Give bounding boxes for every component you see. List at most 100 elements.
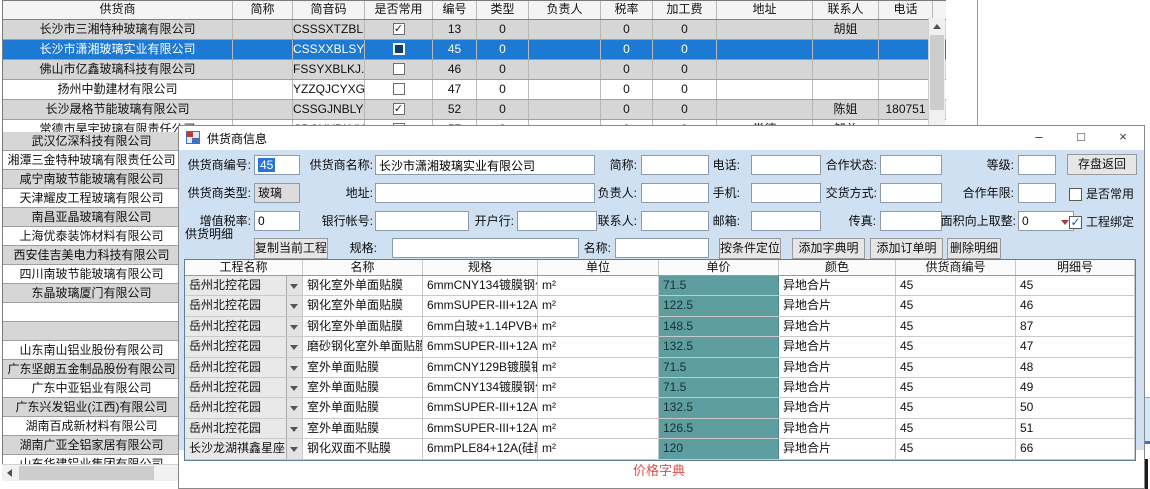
maximize-button[interactable]: □ [1077, 129, 1085, 144]
detail-row[interactable]: 长沙龙湖祺鑫星座 钢化双面不贴膜6mmPLE84+12A(硅酮胶..m²120异地… [185, 439, 1135, 460]
project-binding-checkbox[interactable]: 工程绑定 [1069, 213, 1134, 231]
supplier-list-item[interactable]: 南昌亚晶玻璃有限公司 [3, 208, 180, 227]
delete-detail-button[interactable]: 删除明细 [947, 238, 1001, 259]
supplier-row[interactable]: 长沙晟格节能玻璃有限公司CSSGJNBLYXGS52000陈姐180751 [3, 100, 946, 120]
detail-column-header[interactable]: 明细号 [1016, 260, 1135, 275]
column-header[interactable]: 编号 [433, 1, 477, 19]
checkbox-checked-icon[interactable] [392, 102, 405, 115]
column-header[interactable]: 是否常用 [365, 1, 433, 19]
supplier-list-item[interactable]: 东晶玻璃厦门有限公司 [3, 284, 180, 303]
project-name-combobox[interactable]: 岳州北控花园 [185, 398, 303, 418]
contact-input[interactable] [641, 211, 709, 231]
supplier-list-item[interactable]: 湘潭三金特种玻璃有限责任公司 [3, 151, 180, 170]
supplier-row[interactable]: 扬州中勤建材有限公司YZZQJCYXGS47000 [3, 80, 946, 100]
supplier-list-item[interactable]: 咸宁南玻节能玻璃有限公司 [3, 170, 180, 189]
detail-column-header[interactable]: 名称 [303, 260, 423, 275]
column-header[interactable]: 简音码 [293, 1, 365, 19]
detail-row[interactable]: 岳州北控花园 室外单面贴膜 6mmCNY134镀膜钢化 m² 71.5 异地合片 45 49 [185, 377, 1135, 399]
phone-input[interactable] [751, 155, 821, 175]
checkbox-checked-icon[interactable] [392, 22, 405, 35]
supplier-row[interactable]: 佛山市亿鑫玻璃科技有限公司 FSSYXBLKJ.. 46 0 0 0 [3, 60, 946, 80]
close-button[interactable]: × [1119, 129, 1127, 144]
chevron-down-icon[interactable] [286, 337, 302, 357]
detail-row[interactable]: 岳州北控花园 室外单面贴膜6mmSUPER-III+12A(硅..m²126.5异… [185, 418, 1135, 440]
project-name-combobox[interactable]: 岳州北控花园 [185, 276, 303, 296]
detail-row[interactable]: 岳州北控花园 钢化室外单面贴膜6mm白玻+1.14PVB+6mm..m²148.5… [185, 316, 1135, 338]
supplier-list-item[interactable]: 天津耀皮工程玻璃有限公司 [3, 189, 180, 208]
email-input[interactable] [751, 211, 821, 231]
column-header[interactable]: 简称 [233, 1, 293, 19]
project-name-combobox[interactable]: 岳州北控花园 [185, 357, 303, 377]
address-input[interactable] [375, 183, 595, 203]
horizontal-scrollbar-thumb[interactable] [19, 466, 154, 480]
detail-row[interactable]: 岳州北控花园 磨砂钢化室外单面贴膜6mmSUPER-III+12A(硅..m²13… [185, 337, 1135, 358]
minimize-button[interactable]: – [1035, 129, 1043, 144]
supplier-name-input[interactable] [375, 155, 595, 175]
supplier-list-item[interactable]: 湖南百成新材料有限公司 [3, 417, 180, 436]
mobile-input[interactable] [751, 183, 821, 203]
detail-column-header[interactable]: 颜色 [779, 260, 896, 275]
column-header[interactable]: 电话 [879, 1, 933, 19]
checkbox-icon[interactable] [392, 42, 405, 55]
supplier-list-item[interactable]: 上海优泰装饰材料有限公司 [3, 227, 180, 246]
scroll-up-button[interactable] [929, 18, 945, 34]
supplier-type-input[interactable]: 玻璃 [254, 183, 300, 203]
supplier-list-item[interactable]: 西安佳吉美电力科技有限公司 [3, 246, 180, 265]
column-header[interactable]: 联系人 [813, 1, 879, 19]
supplier-list-item[interactable]: 湖南广亚全铝家居有限公司 [3, 436, 180, 455]
detail-column-header[interactable]: 规格 [423, 260, 538, 275]
grade-input[interactable] [1018, 155, 1056, 175]
supplier-list-empty-row[interactable] [3, 303, 180, 322]
coop-status-input[interactable] [880, 155, 942, 175]
project-name-combobox[interactable]: 岳州北控花园 [185, 337, 303, 357]
chevron-down-icon[interactable] [286, 276, 302, 296]
supplier-list-item[interactable]: 山东南山铝业股份有限公司 [3, 341, 180, 360]
column-header[interactable]: 地址 [717, 1, 813, 19]
suppliers-table-horizontal-scrollbar[interactable] [2, 464, 179, 481]
add-order-detail-button[interactable]: 添加订单明细 [870, 238, 943, 274]
detail-row[interactable]: 岳州北控花园 钢化室外单面贴膜6mmSUPER-III+12A(硅..m²122.… [185, 296, 1135, 317]
supplier-list-item[interactable]: 广东中亚铝业有限公司 [3, 379, 180, 398]
checkbox-icon[interactable] [392, 82, 405, 95]
supplier-list-item[interactable]: 广东兴发铝业(江西)有限公司 [3, 398, 180, 417]
detail-column-header[interactable]: 工程名称 [185, 260, 303, 275]
supplier-no-input[interactable]: 45 [254, 155, 300, 175]
column-header[interactable]: 类型 [477, 1, 529, 19]
name-filter-input[interactable] [615, 238, 709, 258]
project-name-combobox[interactable]: 岳州北控花园 [185, 296, 303, 316]
vertical-scrollbar-thumb[interactable] [930, 35, 944, 110]
locate-by-condition-button[interactable]: 按条件定位 [719, 238, 781, 259]
chevron-down-icon[interactable] [286, 418, 302, 439]
suppliers-table-vertical-scrollbar[interactable] [928, 18, 945, 125]
column-header[interactable]: 供货商 [3, 1, 233, 19]
vat-rate-input[interactable] [254, 211, 300, 231]
project-name-combobox[interactable]: 岳州北控花园 [185, 377, 303, 398]
chevron-down-icon[interactable] [286, 296, 302, 316]
supplier-list-item[interactable]: 武汉亿深科技有限公司 [3, 132, 180, 151]
column-header[interactable]: 税率 [601, 1, 653, 19]
checkbox-icon[interactable] [392, 62, 405, 75]
save-return-button[interactable]: 存盘返回 [1067, 154, 1137, 175]
detail-column-header[interactable]: 单价 [659, 260, 779, 275]
chevron-down-icon[interactable] [286, 439, 302, 459]
fax-input[interactable] [880, 211, 942, 231]
detail-row[interactable]: 岳州北控花园 室外单面贴膜6mmSUPER-III+12A(硅..m²132.5异… [185, 398, 1135, 419]
bank-account-input[interactable] [375, 211, 469, 231]
supplier-list-item[interactable]: 四川南玻节能玻璃有限公司 [3, 265, 180, 284]
manager-input[interactable] [641, 183, 709, 203]
scroll-left-button[interactable] [2, 465, 18, 481]
area-rounding-dropdown[interactable]: 0 [1018, 211, 1074, 231]
chevron-down-icon[interactable] [286, 398, 302, 418]
supplier-row[interactable]: 长沙市潇湘玻璃实业有限公司 CSSXXBLSY.. 45 0 0 0 [3, 40, 946, 60]
column-header[interactable]: 负责人 [529, 1, 601, 19]
coop-years-input[interactable] [1018, 183, 1056, 203]
supplier-list-empty-row[interactable] [3, 322, 180, 341]
copy-current-project-button[interactable]: 复制当前工程 [254, 238, 328, 259]
detail-column-header[interactable]: 供货商编号 [896, 260, 1016, 275]
bank-input[interactable] [517, 211, 597, 231]
detail-column-header[interactable]: 单位 [538, 260, 659, 275]
detail-row[interactable]: 岳州北控花园 钢化室外单面贴膜 6mmCNY134镀膜钢化 m² 71.5 异地合片 45 4… [185, 276, 1135, 297]
project-name-combobox[interactable]: 岳州北控花园 [185, 418, 303, 439]
